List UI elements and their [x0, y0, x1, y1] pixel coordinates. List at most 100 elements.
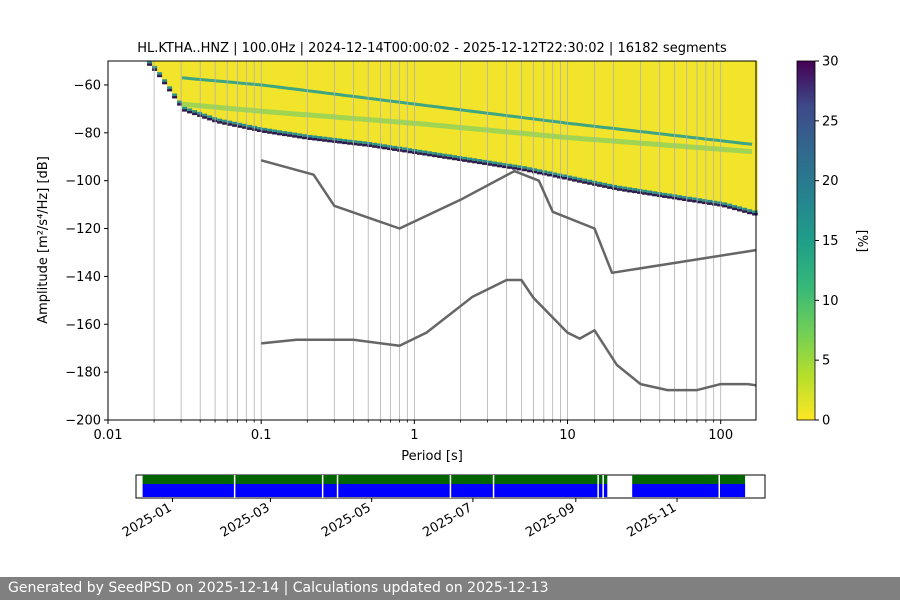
timeline-used-bar: [632, 475, 746, 484]
psd-band-column: [547, 61, 553, 177]
low-noise-model-line: [261, 278, 757, 392]
psd-band-column: [707, 61, 713, 205]
x-axis-label: Period [s]: [401, 449, 463, 464]
psd-band-edge: [432, 154, 438, 158]
psd-band-edge: [357, 143, 363, 146]
timeline-gap: [321, 475, 324, 498]
colorbar-tick-label: 30: [822, 55, 839, 70]
y-tick-label: −140: [65, 270, 101, 285]
colorbar-label: [%]: [854, 230, 869, 253]
psd-band-column: [267, 61, 273, 134]
timeline-tick-label: 2025-03: [218, 500, 273, 540]
timeline-gap: [233, 475, 236, 498]
psd-band-edge: [287, 131, 293, 135]
psd-band-column: [162, 61, 168, 85]
psd-band-column: [357, 61, 363, 146]
psd-band-column: [612, 61, 618, 190]
psd-band-column: [377, 61, 383, 149]
psd-band-edge: [617, 188, 623, 191]
psd-band-edge: [702, 199, 708, 202]
psd-band-edge: [727, 203, 733, 207]
psd-band-edge: [307, 137, 313, 140]
psd-band-column: [517, 61, 523, 171]
psd-band-column: [582, 61, 588, 184]
psd-band-edge: [707, 202, 713, 205]
psd-band-edge: [472, 158, 478, 161]
psd-band-edge: [162, 79, 168, 82]
footer-text: Generated by SeedPSD on 2025-12-14 | Cal…: [0, 577, 900, 600]
psd-band-edge: [682, 196, 688, 199]
psd-band-edge: [252, 128, 258, 131]
data-availability-timeline: [142, 475, 746, 498]
psd-band-column: [737, 61, 743, 212]
psd-band-edge: [207, 115, 213, 118]
psd-band-edge: [732, 205, 738, 208]
psd-band-edge: [572, 179, 578, 182]
psd-band-edge: [482, 159, 488, 163]
psd-band-edge: [747, 211, 753, 215]
timeline-gap: [336, 475, 339, 498]
psd-band-edge: [692, 200, 698, 203]
psd-band-column: [742, 61, 748, 213]
psd-band-edge: [172, 93, 178, 96]
psd-band-edge: [367, 144, 373, 147]
psd-band-edge: [467, 160, 473, 163]
psd-band-edge: [327, 137, 333, 140]
psd-band-edge: [632, 190, 638, 194]
psd-band-column: [577, 61, 583, 183]
psd-band-edge: [462, 159, 468, 162]
psd-band-edge: [252, 125, 258, 129]
psd-band-column: [602, 61, 608, 188]
psd-band-edge: [407, 148, 413, 151]
psd-band-edge: [562, 174, 568, 177]
psd-band-column: [552, 61, 558, 178]
psd-band-edge: [737, 208, 743, 212]
psd-band-edge: [637, 188, 643, 192]
psd-band-edge: [732, 207, 738, 211]
psd-band-column: [557, 61, 563, 179]
psd-band-edge: [372, 142, 378, 146]
colorbar-tick-label: 10: [822, 294, 839, 309]
psd-band-edge: [542, 172, 548, 176]
psd-band-edge: [707, 199, 713, 203]
psd-band-column: [432, 61, 438, 158]
psd-band-edge: [292, 135, 298, 138]
psd-band-edge: [222, 119, 228, 123]
psd-band-column: [242, 61, 248, 129]
psd-band-edge: [247, 124, 253, 128]
psd-band-column: [382, 61, 388, 150]
psd-band-edge: [387, 145, 393, 148]
psd-band-edge: [227, 123, 233, 126]
psd-band-edge: [442, 153, 448, 157]
psd-band-edge: [187, 110, 193, 114]
psd-mode-line: [181, 101, 753, 155]
psd-band-edge: [492, 161, 498, 164]
psd-band-column: [427, 61, 433, 157]
psd-band-column: [527, 61, 533, 173]
psd-band-edge: [147, 63, 153, 66]
psd-band-edge: [182, 106, 188, 110]
psd-band-edge: [502, 165, 508, 169]
psd-band-edge: [202, 113, 208, 117]
psd-band-column: [302, 61, 308, 140]
psd-band-column: [232, 61, 238, 127]
psd-band-edge: [367, 142, 373, 145]
psd-band-edge: [527, 169, 533, 173]
psd-band-column: [387, 61, 393, 151]
psd-band-column: [682, 61, 688, 201]
psd-band-edge: [737, 206, 743, 209]
psd-band-edge: [622, 189, 628, 192]
psd-band-edge: [532, 168, 538, 171]
psd-band-edge: [417, 152, 423, 155]
psd-band-edge: [237, 122, 243, 126]
psd-band-edge: [232, 124, 238, 127]
psd-band-edge: [687, 199, 693, 202]
psd-band-column: [397, 61, 403, 152]
psd-band-column: [257, 61, 263, 132]
psd-band-column: [407, 61, 413, 154]
psd-band-column: [587, 61, 593, 185]
psd-band-edge: [322, 136, 328, 140]
psd-band-column: [367, 61, 373, 147]
psd-band-edge: [167, 88, 173, 92]
psd-band-edge: [347, 142, 353, 145]
